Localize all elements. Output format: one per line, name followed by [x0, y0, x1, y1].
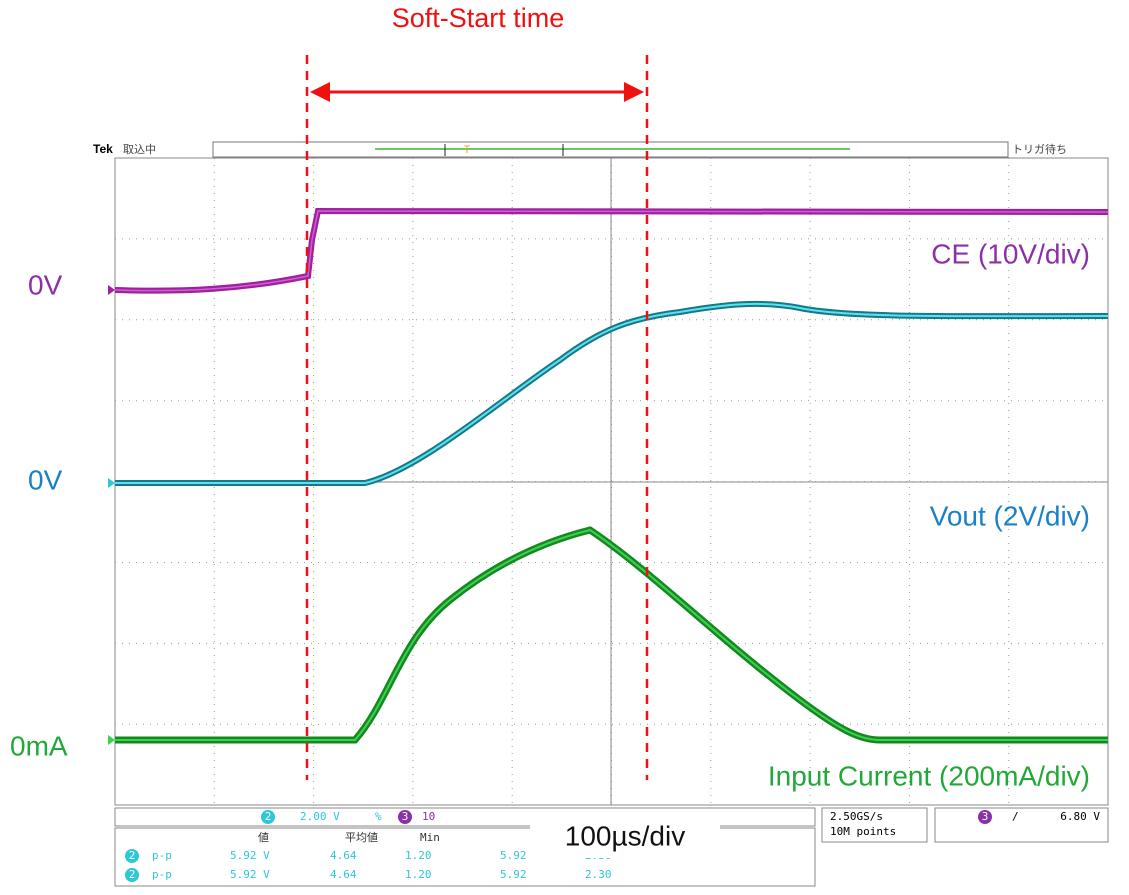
- ch-marker: [108, 478, 115, 488]
- ch-badge: [261, 810, 275, 824]
- meas-cell: 1.20: [405, 849, 432, 862]
- ch-badge: [125, 868, 139, 882]
- ch-marker: [108, 735, 115, 745]
- meas-cell: p-p: [152, 868, 172, 881]
- trigger-box: [934, 807, 1109, 843]
- meas-cell: 1.20: [405, 868, 432, 881]
- trigger-level: 6.80 V: [1060, 810, 1100, 823]
- ch2-scale: 2.00 V: [300, 810, 340, 823]
- ce-level: 0V: [28, 269, 63, 300]
- ch3-unit: %: [375, 810, 382, 823]
- arrow-head: [310, 82, 330, 102]
- meas-cell: 2.30: [585, 868, 612, 881]
- meas-ch: 2: [129, 868, 136, 881]
- meas-header: 値: [258, 831, 269, 844]
- timebase-backdrop: [530, 816, 720, 858]
- ch-badge: [125, 849, 139, 863]
- ch-badge: [398, 810, 412, 824]
- current-trace-core: [115, 528, 1108, 741]
- sample-rate: 2.50GS/s: [830, 810, 883, 823]
- annotation-title: Soft-Start time: [392, 3, 565, 33]
- ch-marker: [108, 285, 115, 295]
- arrow-head: [624, 82, 644, 102]
- measurement-table: 値 平均値 Min 2 p-p 5.92 V 4.64 1.20 5.92 2.30 2 p-p 5.9…: [125, 831, 612, 882]
- status: 取込中: [123, 143, 156, 156]
- trigger-ch: 3: [982, 810, 989, 823]
- meas-header: Min: [420, 831, 440, 844]
- meas-cell: 4.64: [330, 868, 357, 881]
- ch2-id: 2: [265, 810, 272, 823]
- brand: Tek: [93, 142, 113, 156]
- ch-badge: [978, 810, 992, 824]
- meas-ch: 2: [129, 849, 136, 862]
- current-label: Input Current (200mA/div): [768, 760, 1090, 791]
- meas-cell: 5.92 V: [230, 849, 270, 862]
- acq-box: [821, 807, 928, 843]
- meas-header: 平均値: [345, 831, 378, 844]
- ch3-id: 3: [402, 810, 409, 823]
- record-length: 10M points: [830, 825, 896, 838]
- current-level: 0mA: [10, 730, 68, 761]
- meas-cell: 4.64: [330, 849, 357, 862]
- vout-level: 0V: [28, 464, 63, 495]
- vout-label: Vout (2V/div): [930, 500, 1090, 531]
- meas-cell: 5.92: [500, 849, 527, 862]
- timebase: 100µs/div: [565, 820, 685, 851]
- ce-label: CE (10V/div): [931, 238, 1090, 269]
- trigger-slope: /: [1012, 810, 1019, 823]
- meas-cell: 5.92 V: [230, 868, 270, 881]
- meas-cell: p-p: [152, 849, 172, 862]
- ch3-scale: 10: [422, 810, 435, 823]
- ce-trace-core: [114, 210, 1109, 292]
- trigger-pos: T: [464, 144, 471, 156]
- vout-trace-core: [115, 302, 1109, 484]
- trigger-status: トリガ待ち: [1012, 142, 1067, 156]
- meas-cell: 5.92: [500, 868, 527, 881]
